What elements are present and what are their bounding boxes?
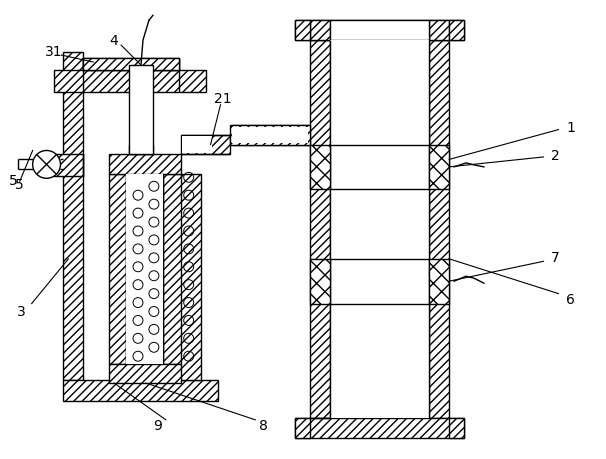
Bar — [84, 59, 179, 71]
Bar — [109, 155, 181, 175]
Bar — [429, 21, 449, 41]
Bar — [109, 175, 126, 364]
Bar — [129, 145, 153, 155]
Bar — [53, 71, 205, 93]
Bar — [330, 21, 429, 41]
Bar — [295, 21, 464, 41]
Bar — [310, 21, 330, 41]
Bar — [129, 66, 153, 155]
Text: 6: 6 — [566, 292, 575, 306]
Bar — [182, 136, 211, 154]
Bar — [429, 145, 449, 190]
Text: 4: 4 — [110, 34, 119, 48]
Bar — [429, 41, 449, 418]
Bar — [126, 175, 163, 364]
Bar — [233, 127, 308, 143]
Bar — [64, 53, 84, 380]
Text: 21: 21 — [214, 92, 231, 106]
Bar — [64, 380, 218, 401]
Text: 8: 8 — [259, 418, 268, 432]
Bar — [295, 418, 310, 438]
Circle shape — [33, 151, 61, 179]
Bar — [310, 259, 330, 304]
Text: 31: 31 — [45, 45, 62, 59]
Text: 5: 5 — [15, 178, 24, 192]
Bar — [179, 175, 201, 380]
Bar — [310, 41, 330, 418]
Text: 9: 9 — [153, 418, 162, 432]
Bar — [330, 41, 429, 418]
Bar — [181, 135, 230, 155]
Text: 7: 7 — [551, 251, 560, 265]
Bar — [449, 21, 464, 41]
Bar — [295, 21, 310, 41]
Text: 2: 2 — [551, 149, 560, 162]
Bar — [84, 59, 179, 71]
Bar — [163, 175, 181, 364]
Text: 1: 1 — [566, 120, 575, 134]
Bar — [295, 418, 464, 438]
Bar — [53, 155, 84, 177]
Text: 5: 5 — [9, 174, 18, 188]
Bar — [429, 259, 449, 304]
Bar — [109, 364, 181, 383]
Bar — [449, 418, 464, 438]
Bar — [230, 125, 310, 145]
Bar — [310, 145, 330, 190]
Text: 3: 3 — [18, 304, 26, 318]
